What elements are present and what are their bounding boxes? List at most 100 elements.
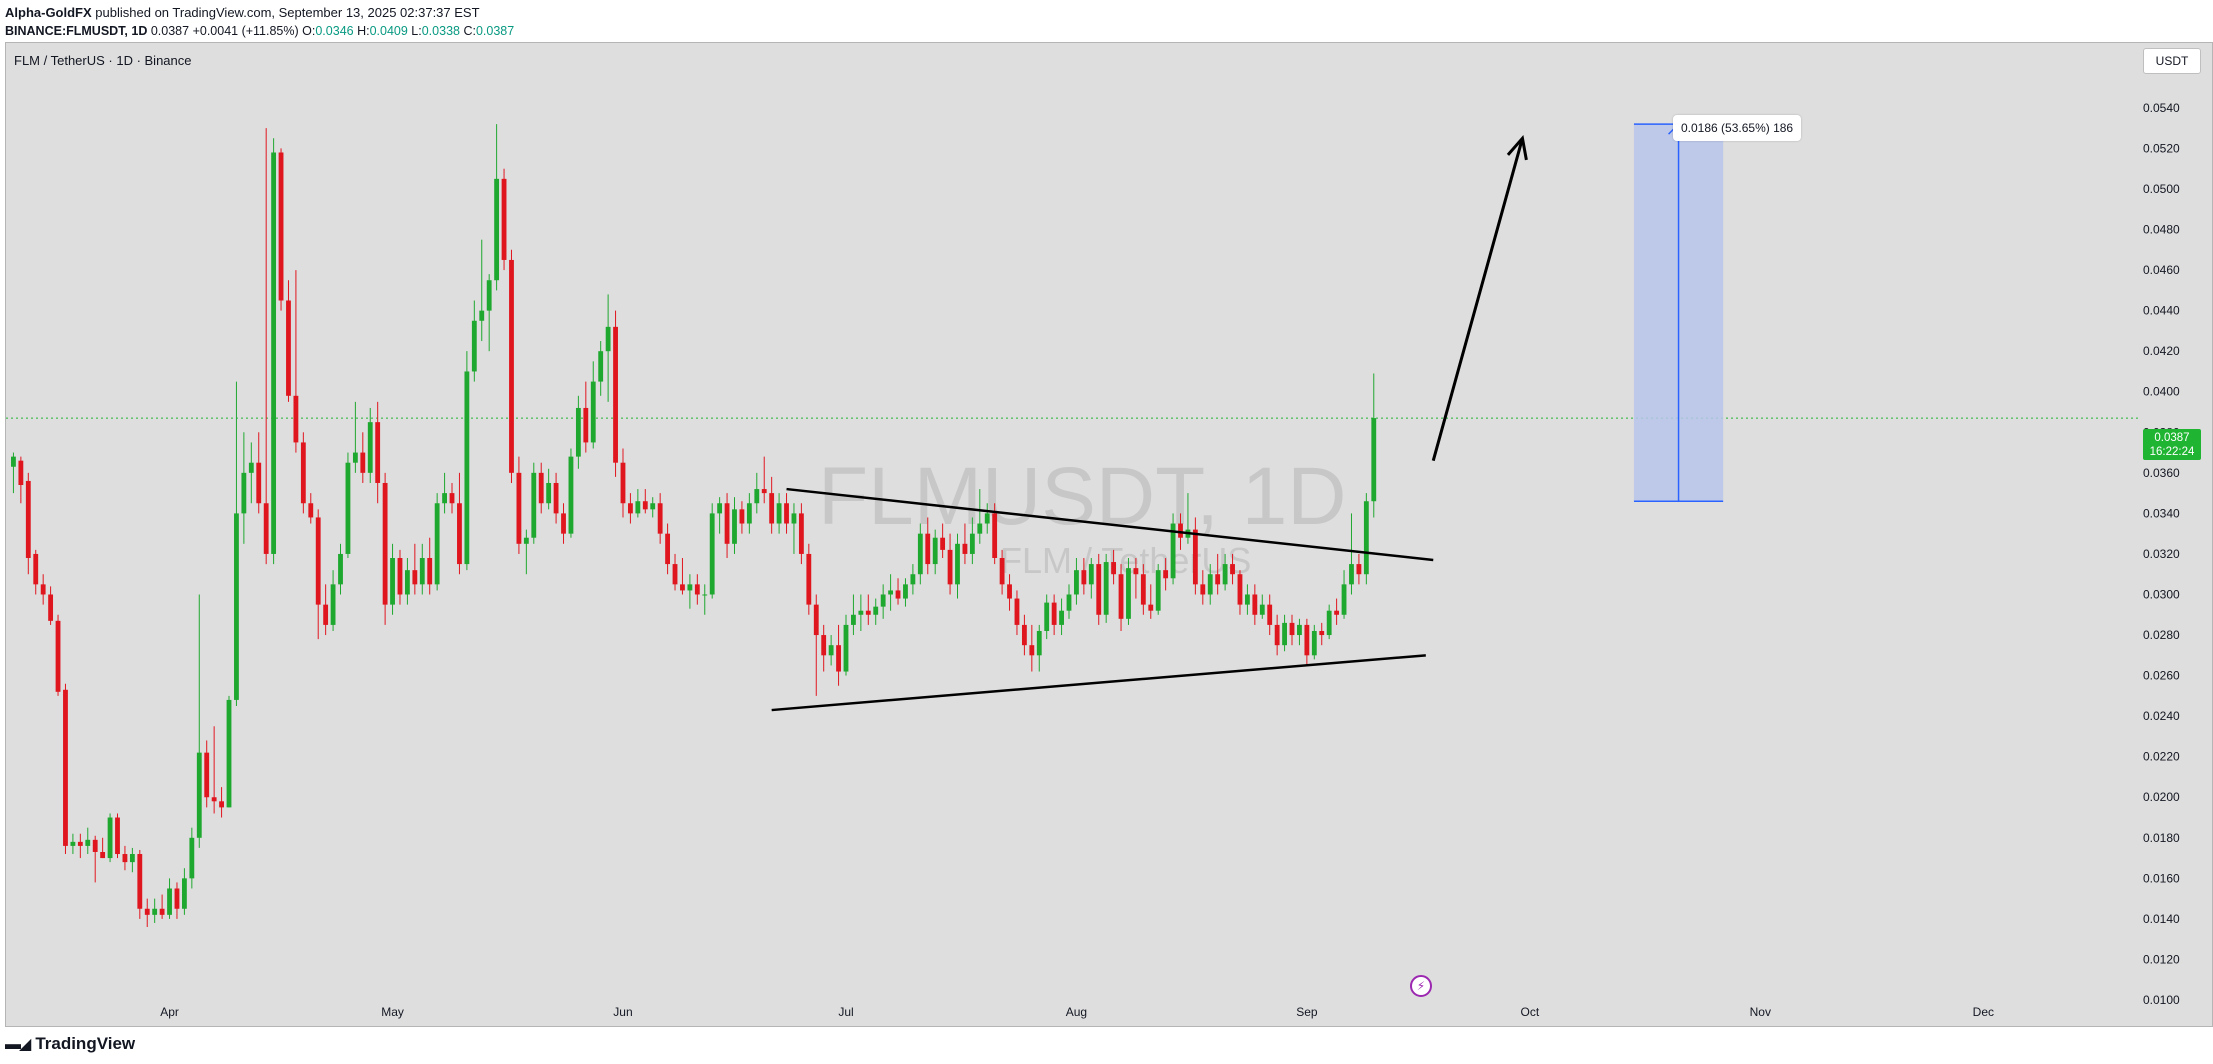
x-tick-label: Nov — [1750, 1005, 1771, 1019]
candle-body-up — [1282, 622, 1287, 646]
ohlc-line: BINANCE:FLMUSDT, 1D 0.0387 +0.0041 (+11.… — [5, 22, 514, 41]
candle-body-up — [494, 178, 500, 281]
y-tick-label: 0.0400 — [2143, 385, 2180, 399]
candle-body-down — [680, 584, 685, 591]
candle-body-down — [100, 851, 106, 859]
y-tick-label: 0.0320 — [2143, 547, 2180, 561]
candle-body-up — [367, 422, 373, 473]
candle-body-down — [642, 501, 648, 510]
symbol-watermark-sub: FLM / TetherUS — [1000, 540, 1252, 581]
candle-body-up — [851, 614, 856, 625]
candle-body-up — [1155, 570, 1161, 611]
lightning-bolt-icon[interactable]: ⚡ — [1410, 975, 1432, 997]
candle-body-up — [969, 533, 975, 554]
candle-body-down — [628, 503, 633, 514]
candle-body-up — [234, 513, 239, 700]
candle-body-up — [479, 310, 485, 321]
candle-body-down — [561, 513, 566, 534]
candle-body-up — [152, 908, 158, 915]
y-tick-label: 0.0500 — [2143, 182, 2180, 196]
candle-body-down — [144, 908, 150, 915]
candle-body-down — [1140, 574, 1146, 605]
candle-body-up — [776, 503, 782, 524]
candle-body-up — [590, 381, 596, 443]
candle-body-down — [25, 480, 31, 558]
candle-body-up — [873, 606, 879, 615]
candle-body-up — [546, 482, 552, 504]
candle-body-up — [330, 584, 336, 625]
candle-body-down — [620, 462, 626, 504]
y-tick-label: 0.0240 — [2143, 709, 2180, 723]
candle-body-up — [1044, 602, 1050, 631]
chart-pane[interactable] — [5, 42, 2213, 1027]
candle-body-down — [397, 557, 403, 595]
close-label: C: — [463, 24, 476, 38]
candle-body-down — [293, 395, 299, 443]
candle-body-down — [925, 533, 931, 565]
tradingview-footer[interactable]: ▬◢ TradingView — [5, 1034, 135, 1054]
candle-body-up — [404, 570, 410, 595]
currency-unit-button[interactable]: USDT — [2143, 48, 2201, 74]
candle-body-down — [1192, 529, 1198, 585]
candle-body-up — [442, 493, 447, 504]
candle-body-up — [791, 513, 797, 524]
y-tick-label: 0.0480 — [2143, 223, 2180, 237]
y-tick-label: 0.0440 — [2143, 304, 2180, 318]
last-price-value: 0.0387 — [2154, 432, 2190, 444]
upper-trendline — [786, 487, 1434, 562]
candle-body-up — [650, 503, 656, 510]
candle-body-up — [888, 590, 894, 595]
candle-body-down — [174, 888, 180, 909]
candle-body-up — [107, 817, 113, 859]
candle-body-down — [1200, 584, 1206, 595]
open-value: 0.0346 — [315, 24, 354, 38]
y-tick-label: 0.0460 — [2143, 263, 2180, 277]
chart-header: Alpha-GoldFX published on TradingView.co… — [5, 3, 514, 41]
candle-body-down — [1274, 624, 1280, 646]
candle-body-down — [382, 482, 388, 605]
projection-arrowhead — [1506, 134, 1528, 161]
candle-body-down — [48, 594, 54, 621]
y-tick-label: 0.0360 — [2143, 466, 2180, 480]
y-tick-label: 0.0340 — [2143, 506, 2180, 520]
candle-body-down — [962, 543, 968, 554]
lower-trendline — [771, 654, 1426, 712]
open-label: O: — [302, 24, 316, 38]
candle-body-down — [1267, 604, 1273, 625]
candle-body-down — [63, 689, 68, 846]
candle-body-up — [977, 523, 983, 534]
countdown-timer: 16:22:24 — [2149, 446, 2195, 458]
candle-body-down — [1118, 574, 1124, 619]
candle-body-down — [672, 564, 678, 585]
candle-body-down — [263, 503, 269, 554]
candle-body-down — [137, 854, 143, 909]
candle-body-down — [211, 797, 217, 802]
candle-body-up — [1066, 594, 1072, 611]
candle-body-down — [694, 584, 700, 595]
candle-body-up — [1059, 610, 1064, 625]
candle-body-down — [553, 482, 559, 514]
candle-body-up — [568, 456, 574, 534]
candle-body-up — [226, 699, 232, 808]
candle-body-up — [248, 462, 254, 473]
x-tick-label: Jul — [838, 1005, 853, 1019]
candle-body-up — [70, 841, 76, 846]
candle-body-down — [1334, 610, 1340, 615]
author-name[interactable]: Alpha-GoldFX — [5, 5, 92, 20]
candle-body-up — [598, 351, 604, 382]
candle-body-down — [509, 259, 514, 473]
candle-body-up — [189, 837, 195, 879]
x-tick-label: May — [381, 1005, 404, 1019]
candle-body-down — [1289, 622, 1295, 636]
symbol-interval: BINANCE:FLMUSDT, 1D — [5, 24, 148, 38]
candle-body-down — [1304, 624, 1310, 656]
candle-body-down — [1178, 523, 1183, 538]
candle-body-up — [241, 472, 247, 514]
candle-body-down — [769, 493, 775, 524]
y-tick-label: 0.0260 — [2143, 669, 2180, 683]
candle-body-down — [55, 620, 61, 692]
candle-body-up — [702, 594, 708, 596]
candle-body-down — [1096, 564, 1102, 615]
symbol-watermark: FLMUSDT, 1D — [818, 451, 1347, 542]
